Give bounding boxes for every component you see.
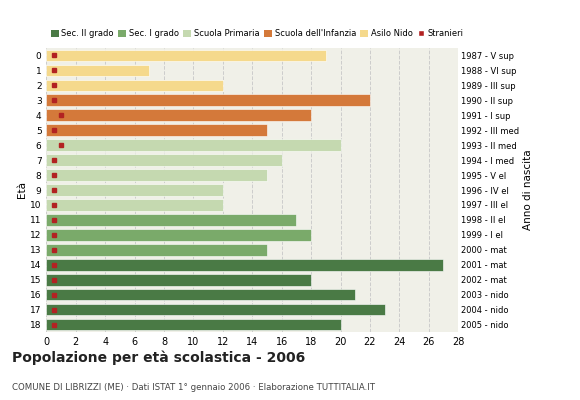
Legend: Sec. II grado, Sec. I grado, Scuola Primaria, Scuola dell'Infanzia, Asilo Nido, : Sec. II grado, Sec. I grado, Scuola Prim… [50,29,464,38]
Bar [46,259,444,270]
Bar [46,319,340,330]
Bar [46,199,223,211]
Bar [46,304,385,316]
Y-axis label: Anno di nascita: Anno di nascita [523,150,533,230]
Bar [46,289,355,300]
Bar [46,80,223,91]
Bar [46,50,326,61]
Bar [46,169,267,181]
Y-axis label: Età: Età [17,182,27,198]
Bar [46,110,311,121]
Bar [46,64,150,76]
Bar [46,274,311,286]
Bar [46,94,370,106]
Bar [46,214,296,226]
Bar [46,124,267,136]
Text: Popolazione per età scolastica - 2006: Popolazione per età scolastica - 2006 [12,350,305,365]
Bar [46,154,282,166]
Bar [46,139,340,151]
Text: COMUNE DI LIBRIZZI (ME) · Dati ISTAT 1° gennaio 2006 · Elaborazione TUTTITALIA.I: COMUNE DI LIBRIZZI (ME) · Dati ISTAT 1° … [12,383,375,392]
Bar [46,184,223,196]
Bar [46,229,311,241]
Bar [46,244,267,256]
